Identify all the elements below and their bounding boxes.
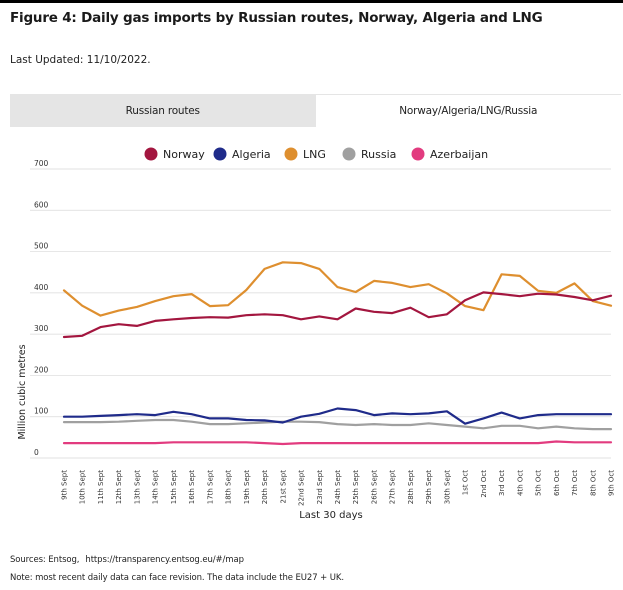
y-tick-label: 0	[34, 448, 39, 457]
x-tick-label: 8th Oct	[589, 470, 597, 496]
legend-label-norway[interactable]: Norway	[163, 148, 205, 161]
last-updated: Last Updated: 11/10/2022.	[10, 54, 151, 66]
x-tick-label: 22nd Sept	[298, 470, 306, 506]
page-title: Figure 4: Daily gas imports by Russian r…	[10, 10, 543, 26]
legend-marker-norway	[144, 147, 158, 161]
x-tick-label: 6th Oct	[553, 470, 561, 496]
x-tick-label: 16th Sept	[188, 470, 196, 505]
x-tick-label: 13th Sept	[133, 470, 141, 505]
legend-label-lng[interactable]: LNG	[303, 148, 326, 161]
legend-marker-lng	[284, 147, 298, 161]
x-tick-label: 7th Oct	[571, 470, 579, 496]
sources-label: Sources: Entsog,	[10, 555, 80, 565]
x-tick-label: 5th Oct	[535, 470, 543, 496]
x-tick-label: 27th Sept	[389, 470, 397, 505]
x-tick-label: 9th Oct	[608, 470, 616, 496]
x-tick-label: 19th Sept	[243, 470, 251, 505]
y-tick-label: 100	[34, 407, 49, 416]
x-tick-label: 26th Sept	[370, 470, 378, 505]
legend: Norway Algeria LNG Russia Azerbaijan	[144, 147, 488, 161]
line-chart: Norway Algeria LNG Russia Azerbaijan 0 100 200…	[17, 147, 616, 521]
legend-marker-algeria	[213, 147, 227, 161]
x-tick-label: 30th Sept	[443, 470, 451, 505]
y-tick-label: 500	[34, 242, 49, 251]
y-axis-label: Million cubic metres	[17, 344, 28, 439]
tab-bar: Russian routes Norway/Algeria/LNG/Russia	[10, 94, 621, 127]
gridlines	[30, 168, 611, 459]
x-tick-label: 2nd Oct	[480, 470, 488, 498]
tab-norway-algeria-lng-russia[interactable]: Norway/Algeria/LNG/Russia	[315, 94, 621, 127]
series-line-russia[interactable]	[62, 418, 613, 431]
series-line-lng[interactable]	[62, 261, 613, 317]
y-tick-label: 400	[34, 283, 49, 292]
x-tick-label: 17th Sept	[206, 470, 214, 505]
x-axis: 9th Sept 10th Sept 11th Sept 12th Sept 13th …	[61, 470, 616, 506]
y-tick-label: 200	[34, 365, 49, 374]
x-tick-label: 24th Sept	[334, 470, 342, 505]
x-tick-label: 11th Sept	[97, 470, 105, 505]
series-line-azerbaijan[interactable]	[62, 440, 613, 446]
y-tick-label: 600	[34, 200, 49, 209]
x-tick-label: 15th Sept	[170, 470, 178, 505]
x-tick-label: 1st Oct	[462, 470, 470, 495]
tab-russian-routes[interactable]: Russian routes	[10, 94, 316, 127]
y-tick-label: 700	[34, 159, 49, 168]
legend-label-azerbaijan[interactable]: Azerbaijan	[430, 148, 488, 161]
series-line-norway[interactable]	[62, 291, 613, 339]
y-tick-label: 300	[34, 324, 49, 333]
x-tick-label: 18th Sept	[225, 470, 233, 505]
x-tick-label: 20th Sept	[261, 470, 269, 505]
sources-link[interactable]: https://transparency.entsog.eu/#/map	[85, 555, 244, 565]
legend-marker-azerbaijan	[411, 147, 425, 161]
x-tick-label: 9th Sept	[61, 470, 69, 500]
top-rule	[0, 0, 623, 3]
x-tick-label: 21st Sept	[279, 470, 287, 504]
x-tick-label: 25th Sept	[352, 470, 360, 505]
legend-label-algeria[interactable]: Algeria	[232, 148, 271, 161]
x-tick-label: 10th Sept	[79, 470, 87, 505]
series-lines	[62, 261, 613, 446]
legend-marker-russia	[342, 147, 356, 161]
x-tick-label: 4th Oct	[516, 470, 524, 496]
series-line-algeria[interactable]	[62, 407, 613, 425]
x-tick-label: 12th Sept	[115, 470, 123, 505]
legend-label-russia[interactable]: Russia	[361, 148, 396, 161]
note-line: Note: most recent daily data can face re…	[10, 573, 344, 583]
x-tick-label: 3rd Oct	[498, 470, 506, 496]
x-tick-label: 29th Sept	[425, 470, 433, 505]
x-tick-label: 14th Sept	[152, 470, 160, 505]
x-tick-label: 23rd Sept	[316, 470, 324, 505]
y-axis: 0 100 200 300 400 500 600 700	[34, 159, 49, 457]
x-axis-label: Last 30 days	[299, 510, 363, 521]
x-tick-label: 28th Sept	[407, 470, 415, 505]
sources-line: Sources: Entsog, https://transparency.ent…	[10, 555, 244, 565]
